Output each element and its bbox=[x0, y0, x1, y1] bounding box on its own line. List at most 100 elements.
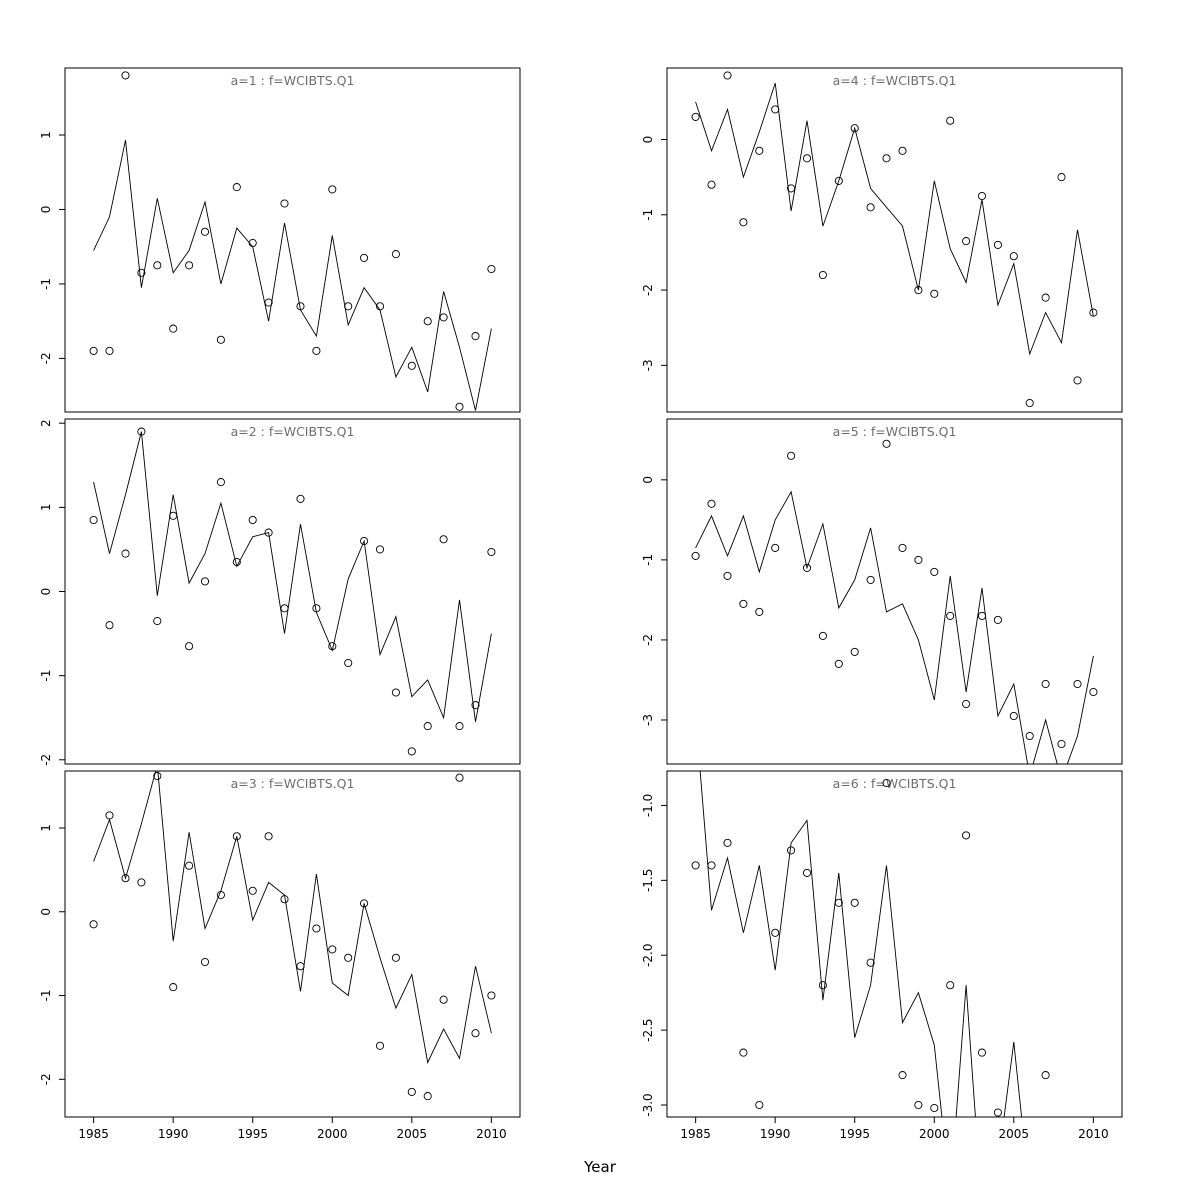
observation-point bbox=[153, 616, 162, 626]
observation-point bbox=[360, 253, 369, 262]
observation-point bbox=[707, 180, 716, 189]
y-tick-label: -1 bbox=[641, 554, 655, 566]
observation-point bbox=[375, 1041, 385, 1050]
observation-point bbox=[153, 261, 162, 270]
x-tick-label: 1990 bbox=[760, 1127, 791, 1141]
y-tick-label: -2.5 bbox=[641, 1018, 655, 1041]
observation-point bbox=[375, 302, 385, 311]
observation-point bbox=[423, 1092, 432, 1101]
observation-point bbox=[802, 154, 812, 163]
panel-a1: a=1 : f=WCIBTS.Q1 -2 -1 0 1 bbox=[39, 67, 521, 413]
observation-point bbox=[850, 898, 859, 907]
observation-points bbox=[691, 71, 1098, 408]
plot-border bbox=[666, 770, 1123, 1118]
observation-point bbox=[914, 555, 923, 564]
observation-point bbox=[137, 878, 146, 887]
plot-border bbox=[64, 418, 521, 765]
observation-point bbox=[739, 1048, 748, 1057]
observation-point bbox=[169, 324, 178, 333]
observation-point bbox=[930, 567, 939, 576]
observation-point bbox=[216, 478, 225, 487]
observation-point bbox=[930, 289, 939, 298]
panel-a3: a=3 : f=WCIBTS.Q1 -2 -1 0 1 1985 1990 1995 2000 2… bbox=[39, 770, 521, 1141]
observation-point bbox=[1089, 687, 1098, 697]
observation-point bbox=[360, 899, 369, 908]
x-tick-label: 2000 bbox=[919, 1127, 950, 1141]
observation-point bbox=[121, 874, 130, 883]
observation-point bbox=[1057, 173, 1066, 182]
model-line bbox=[695, 82, 1094, 356]
x-axis-title: Year bbox=[584, 1158, 616, 1176]
observation-point bbox=[787, 451, 796, 460]
y-tick-label: 0 bbox=[39, 588, 53, 596]
observation-point bbox=[898, 543, 907, 552]
observation-point bbox=[455, 773, 464, 782]
plot-border bbox=[64, 770, 521, 1118]
observation-point bbox=[882, 778, 891, 788]
observation-point bbox=[1025, 731, 1034, 741]
x-tick-label: 1995 bbox=[237, 1127, 268, 1141]
panel-title: a=1 : f=WCIBTS.Q1 bbox=[231, 73, 355, 88]
observation-point bbox=[360, 536, 369, 546]
observation-point bbox=[802, 868, 812, 877]
observation-point bbox=[723, 71, 732, 80]
observation-point bbox=[296, 302, 305, 311]
observation-point bbox=[755, 607, 764, 616]
observation-point bbox=[866, 958, 875, 967]
observation-point bbox=[802, 563, 812, 572]
observation-point bbox=[707, 499, 716, 508]
observation-point bbox=[185, 642, 194, 651]
observation-point bbox=[375, 545, 385, 554]
y-tick-label: -1.5 bbox=[641, 869, 655, 892]
y-tick-label: -1.0 bbox=[641, 794, 655, 817]
observation-point bbox=[850, 124, 859, 133]
observation-point bbox=[216, 890, 225, 900]
observation-point bbox=[185, 861, 194, 870]
observation-point bbox=[423, 317, 432, 326]
observation-point bbox=[1025, 398, 1034, 408]
y-tick-label: 0 bbox=[641, 136, 655, 144]
observation-point bbox=[866, 203, 875, 212]
panel-title: a=2 : f=WCIBTS.Q1 bbox=[231, 424, 355, 439]
observation-point bbox=[1041, 293, 1050, 302]
observation-point bbox=[423, 722, 432, 731]
y-tick-label: -2.0 bbox=[641, 944, 655, 967]
model-line bbox=[699, 771, 1023, 1117]
observation-point bbox=[1089, 308, 1098, 317]
observation-point bbox=[487, 547, 496, 557]
observation-point bbox=[153, 771, 162, 781]
observation-point bbox=[391, 953, 400, 962]
model-line bbox=[93, 431, 492, 722]
y-tick-label: -2 bbox=[39, 754, 53, 766]
observation-point bbox=[1057, 739, 1066, 749]
y-tick-label: 2 bbox=[39, 419, 53, 427]
observation-point bbox=[280, 604, 289, 613]
observation-point bbox=[818, 270, 827, 280]
observation-point bbox=[977, 191, 987, 201]
observation-point bbox=[232, 183, 241, 192]
y-tick-label: -3 bbox=[641, 359, 655, 371]
observation-point bbox=[1073, 376, 1082, 385]
observation-point bbox=[787, 846, 796, 855]
observation-point bbox=[946, 981, 955, 990]
panel-title: a=3 : f=WCIBTS.Q1 bbox=[231, 776, 355, 791]
observation-point bbox=[1041, 679, 1050, 689]
observation-point bbox=[344, 658, 353, 668]
observation-point bbox=[739, 218, 748, 227]
x-tick-label: 1990 bbox=[158, 1127, 189, 1141]
observation-point bbox=[169, 511, 178, 520]
observation-point bbox=[232, 832, 241, 841]
observation-point bbox=[487, 264, 496, 274]
y-tick-label: -3 bbox=[641, 714, 655, 726]
observation-point bbox=[121, 71, 130, 80]
observation-point bbox=[89, 920, 98, 929]
observation-point bbox=[882, 154, 891, 163]
observation-point bbox=[993, 615, 1002, 624]
observation-point bbox=[739, 599, 748, 608]
observation-point bbox=[962, 237, 971, 246]
observation-point bbox=[834, 898, 843, 907]
observation-point bbox=[407, 1087, 416, 1096]
y-tick-label: 0 bbox=[39, 908, 53, 916]
observation-point bbox=[707, 861, 716, 870]
observation-point bbox=[723, 838, 732, 847]
